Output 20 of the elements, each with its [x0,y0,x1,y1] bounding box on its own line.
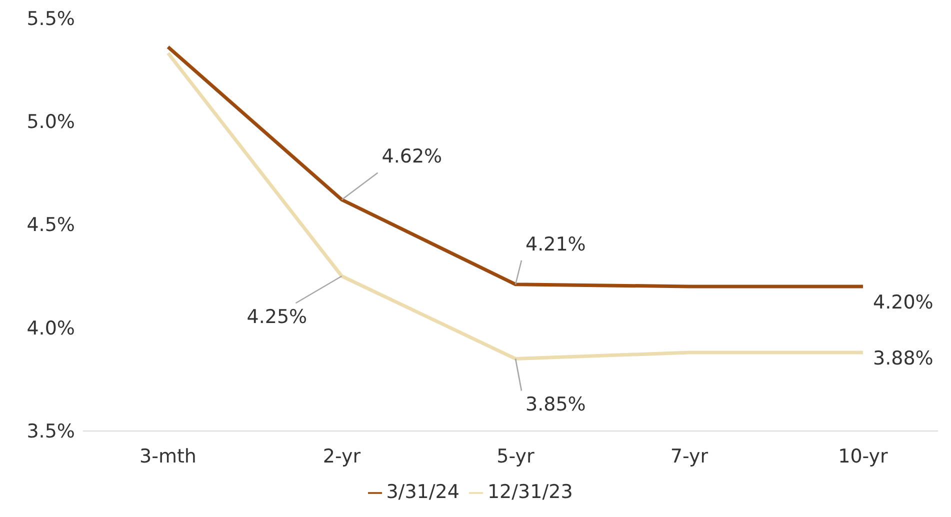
y-tick-label: 4.0% [26,317,75,340]
line-series [166,45,865,288]
y-tick-label: 3.5% [26,420,75,443]
legend-label: 3/31/24 [386,481,460,503]
x-tick-label: 7-yr [670,445,708,468]
legend-label: 12/31/23 [487,481,573,503]
data-label: 3.85% [526,394,586,416]
y-tick-label: 5.0% [26,110,75,133]
line-series [166,51,865,360]
y-tick-label: 5.5% [26,8,75,30]
data-label: 4.21% [526,233,586,256]
x-tick-label: 2-yr [322,445,361,468]
x-tick-label: 3-mth [140,445,196,468]
data-label: 4.20% [873,291,934,314]
y-tick-label: 4.5% [26,214,75,236]
data-label: 4.25% [246,306,308,328]
x-tick-label: 10-yr [838,445,888,468]
x-tick-label: 5-yr [496,445,535,468]
data-label: 3.88% [873,348,934,370]
data-label: 4.62% [382,146,442,168]
